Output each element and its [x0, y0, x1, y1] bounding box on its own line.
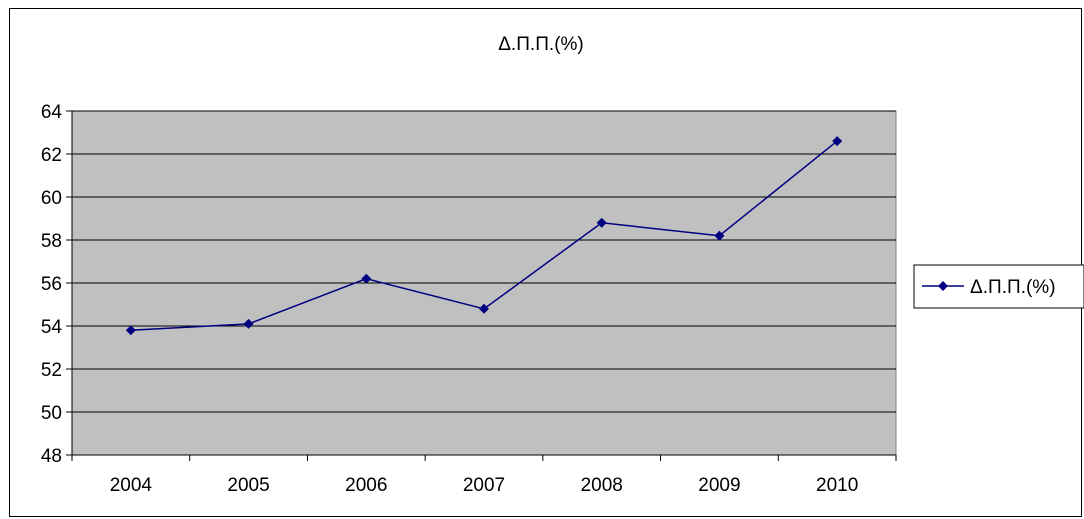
x-tick-label: 2007	[463, 475, 505, 496]
legend-label: Δ.Π.Π.(%)	[970, 277, 1056, 298]
x-tick-label: 2008	[581, 475, 623, 496]
y-tick-label: 52	[41, 360, 62, 381]
data-point	[714, 230, 725, 241]
y-tick-label: 50	[41, 403, 62, 424]
x-tick-label: 2004	[110, 475, 153, 496]
legend: Δ.Π.Π.(%)	[913, 264, 1084, 309]
x-tick-label: 2010	[816, 475, 858, 496]
x-tick-label: 2005	[227, 475, 269, 496]
chart-title: Δ.Π.Π.(%)	[498, 34, 584, 55]
x-tick-label: 2009	[698, 475, 740, 496]
y-tick-label: 64	[41, 102, 63, 123]
data-point	[596, 217, 607, 228]
data-point	[361, 273, 372, 284]
data-point	[243, 318, 254, 329]
data-point	[479, 303, 489, 314]
y-tick-label: 58	[41, 231, 62, 252]
y-tick-label: 48	[41, 446, 62, 467]
legend-diamond-marker	[938, 281, 948, 291]
y-tick-label: 62	[41, 145, 62, 166]
data-point	[832, 136, 843, 147]
y-tick-label: 56	[41, 274, 62, 295]
x-tick-label: 2006	[345, 475, 387, 496]
y-tick-label: 60	[41, 188, 62, 209]
gridlines	[72, 110, 896, 413]
y-tick-label: 54	[41, 317, 63, 338]
axes: 48 50 52 54 56 58 60 62 64 2004 2005 2006 2007 2008 20…	[41, 102, 897, 496]
data-point	[125, 325, 136, 336]
series-layer	[125, 136, 843, 336]
